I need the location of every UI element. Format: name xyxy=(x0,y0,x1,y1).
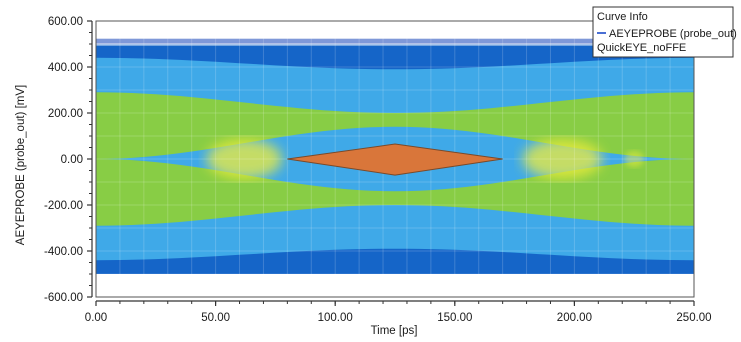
density-hotspot-left xyxy=(206,139,283,179)
y-axis-label: AEYEPROBE (probe_out) [mV] xyxy=(15,85,27,245)
y-tick-label: 400.00 xyxy=(48,62,83,74)
top-rail-highlight xyxy=(96,43,694,46)
x-tick-label: 200.00 xyxy=(557,312,592,324)
y-tick-label: 200.00 xyxy=(48,108,83,120)
y-ticks: 600.00 400.00 200.00 0.00 -200.00 -400.00 -600… xyxy=(44,16,92,304)
x-tick-label: 50.00 xyxy=(201,312,230,324)
plot-frame xyxy=(95,20,695,298)
top-rail xyxy=(96,38,694,44)
y-tick-label: 0.00 xyxy=(61,154,83,166)
y-axis: 600.00 400.00 200.00 0.00 -200.00 -400.00 -600… xyxy=(44,16,93,304)
y-tick-label: 600.00 xyxy=(48,16,83,28)
x-tick-label: 250.00 xyxy=(676,312,711,324)
legend-entry-aeyeprobe[interactable]: AEYEPROBE (probe_out) xyxy=(609,28,737,40)
density-hotspot-right xyxy=(522,139,603,179)
x-ticks: 0.00 50.00 100.00 150.00 200.00 250.00 xyxy=(85,301,712,324)
x-tick-label: 150.00 xyxy=(437,312,472,324)
plot-area xyxy=(95,20,695,298)
legend-box xyxy=(592,6,734,58)
y-tick-label: -600.00 xyxy=(44,292,83,304)
x-axis-label: Time [ps] xyxy=(371,325,418,337)
eye-mask xyxy=(287,143,503,176)
x-tick-label: 0.00 xyxy=(85,312,107,324)
density-hotspot-far-right xyxy=(624,151,645,167)
legend-entry-quickeye[interactable]: QuickEYE_noFFE xyxy=(597,42,686,54)
legend[interactable]: Curve Info AEYEPROBE (probe_out) QuickEY… xyxy=(592,6,737,58)
y-tick-label: -200.00 xyxy=(44,200,83,212)
y-tick-label: -400.00 xyxy=(44,246,83,258)
legend-title: Curve Info xyxy=(597,11,648,23)
x-axis: 0.00 50.00 100.00 150.00 200.00 250.00 xyxy=(85,300,712,324)
x-tick-label: 100.00 xyxy=(318,312,353,324)
